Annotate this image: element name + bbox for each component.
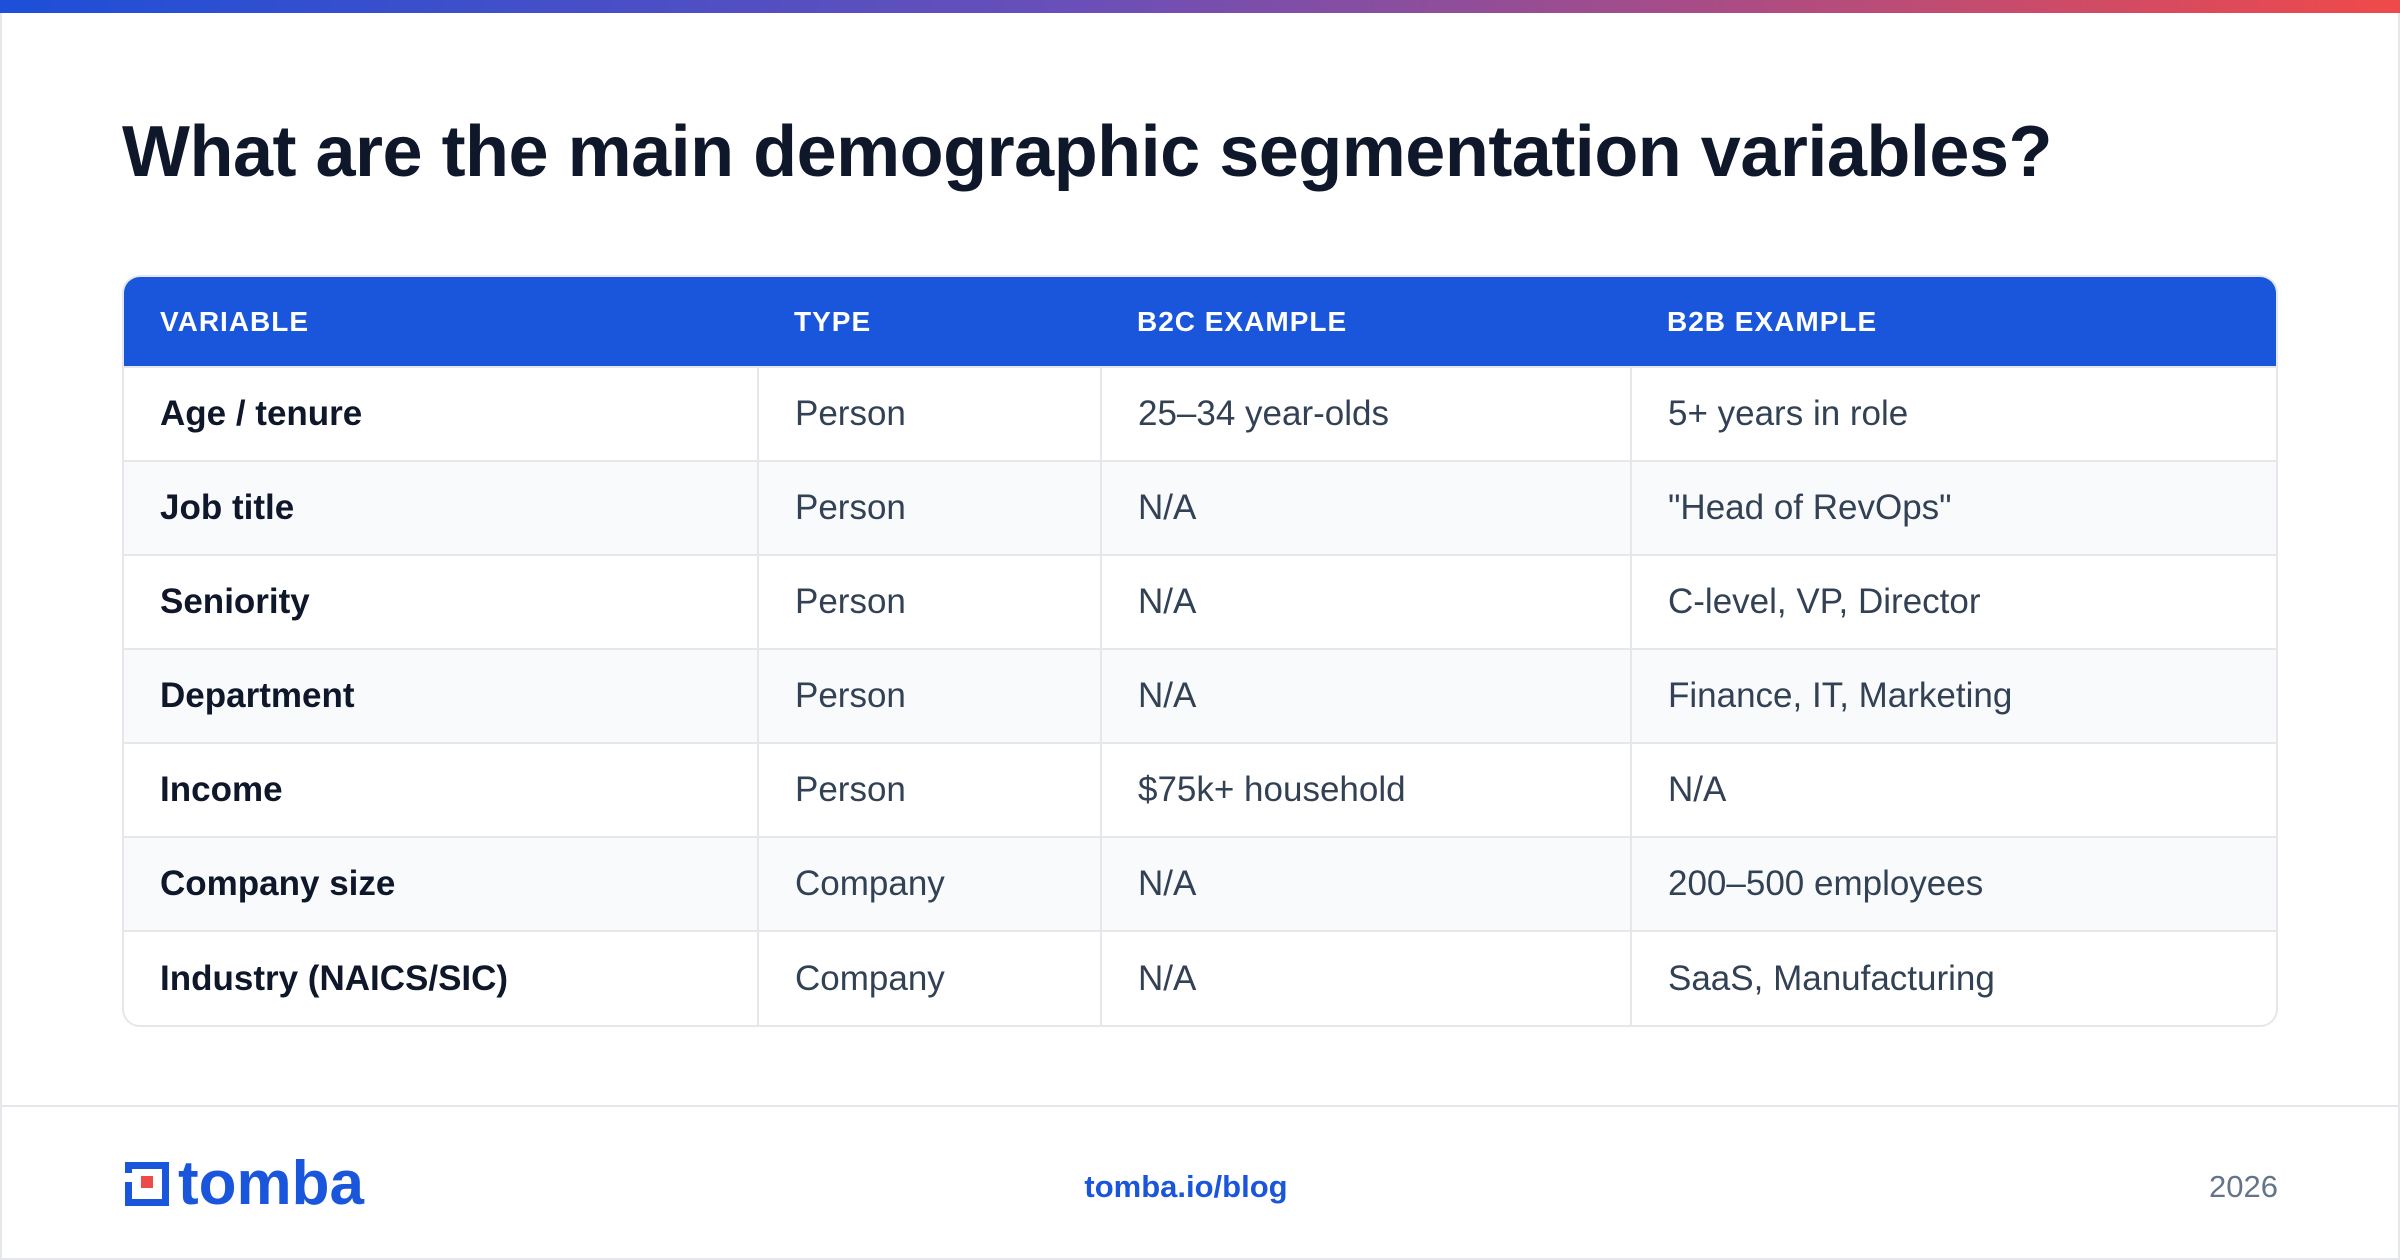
table-row: Age / tenure Person 25–34 year-olds 5+ y… — [124, 366, 2276, 461]
segmentation-table-container: VARIABLE TYPE B2C EXAMPLE B2B EXAMPLE Ag… — [122, 275, 2278, 1027]
page-title: What are the main demographic segmentati… — [122, 112, 2052, 192]
b2b-cell: Finance, IT, Marketing — [1630, 648, 2276, 743]
b2b-cell: SaaS, Manufacturing — [1630, 930, 2276, 1025]
b2c-cell: N/A — [1100, 554, 1631, 649]
variable-cell: Age / tenure — [124, 366, 758, 461]
b2b-cell: "Head of RevOps" — [1630, 460, 2276, 555]
type-cell: Person — [757, 460, 1101, 555]
b2c-cell: $75k+ household — [1100, 742, 1631, 837]
b2c-cell: N/A — [1100, 836, 1631, 931]
header-type: TYPE — [758, 277, 1101, 367]
type-cell: Person — [757, 554, 1101, 649]
b2b-cell: 200–500 employees — [1630, 836, 2276, 931]
table-row: Department Person N/A Finance, IT, Marke… — [124, 648, 2276, 743]
b2b-cell: 5+ years in role — [1630, 366, 2276, 461]
table-row: Seniority Person N/A C-level, VP, Direct… — [124, 554, 2276, 649]
year-label: 2026 — [2209, 1169, 2278, 1204]
tomba-logo[interactable]: tomba — [122, 1149, 364, 1218]
table-row: Income Person $75k+ household N/A — [124, 742, 2276, 837]
type-cell: Person — [757, 742, 1101, 837]
tomba-logo-icon — [122, 1162, 169, 1206]
footer: tomba tomba.io/blog 2026 — [0, 1105, 2400, 1260]
table-row: Company size Company N/A 200–500 employe… — [124, 836, 2276, 931]
blog-link[interactable]: tomba.io/blog — [1084, 1169, 1288, 1204]
b2b-cell: N/A — [1630, 742, 2276, 837]
variable-cell: Seniority — [124, 554, 758, 649]
header-variable: VARIABLE — [124, 277, 758, 367]
variable-cell: Job title — [124, 460, 758, 555]
variable-cell: Company size — [124, 836, 758, 931]
header-b2c-example: B2C EXAMPLE — [1101, 277, 1631, 367]
b2c-cell: 25–34 year-olds — [1100, 366, 1631, 461]
type-cell: Company — [757, 930, 1101, 1025]
segmentation-table: VARIABLE TYPE B2C EXAMPLE B2B EXAMPLE Ag… — [124, 277, 2276, 1025]
gradient-top-bar — [0, 0, 2400, 13]
b2c-cell: N/A — [1100, 648, 1631, 743]
b2c-cell: N/A — [1100, 460, 1631, 555]
variable-cell: Department — [124, 648, 758, 743]
type-cell: Person — [757, 648, 1101, 743]
table-header-row: VARIABLE TYPE B2C EXAMPLE B2B EXAMPLE — [124, 277, 2276, 367]
header-b2b-example: B2B EXAMPLE — [1631, 277, 2276, 367]
b2b-cell: C-level, VP, Director — [1630, 554, 2276, 649]
logo-wordmark: tomba — [178, 1149, 364, 1218]
table-row: Job title Person N/A "Head of RevOps" — [124, 460, 2276, 555]
variable-cell: Industry (NAICS/SIC) — [124, 930, 758, 1025]
type-cell: Company — [757, 836, 1101, 931]
type-cell: Person — [757, 366, 1101, 461]
b2c-cell: N/A — [1100, 930, 1631, 1025]
variable-cell: Income — [124, 742, 758, 837]
table-row: Industry (NAICS/SIC) Company N/A SaaS, M… — [124, 930, 2276, 1025]
